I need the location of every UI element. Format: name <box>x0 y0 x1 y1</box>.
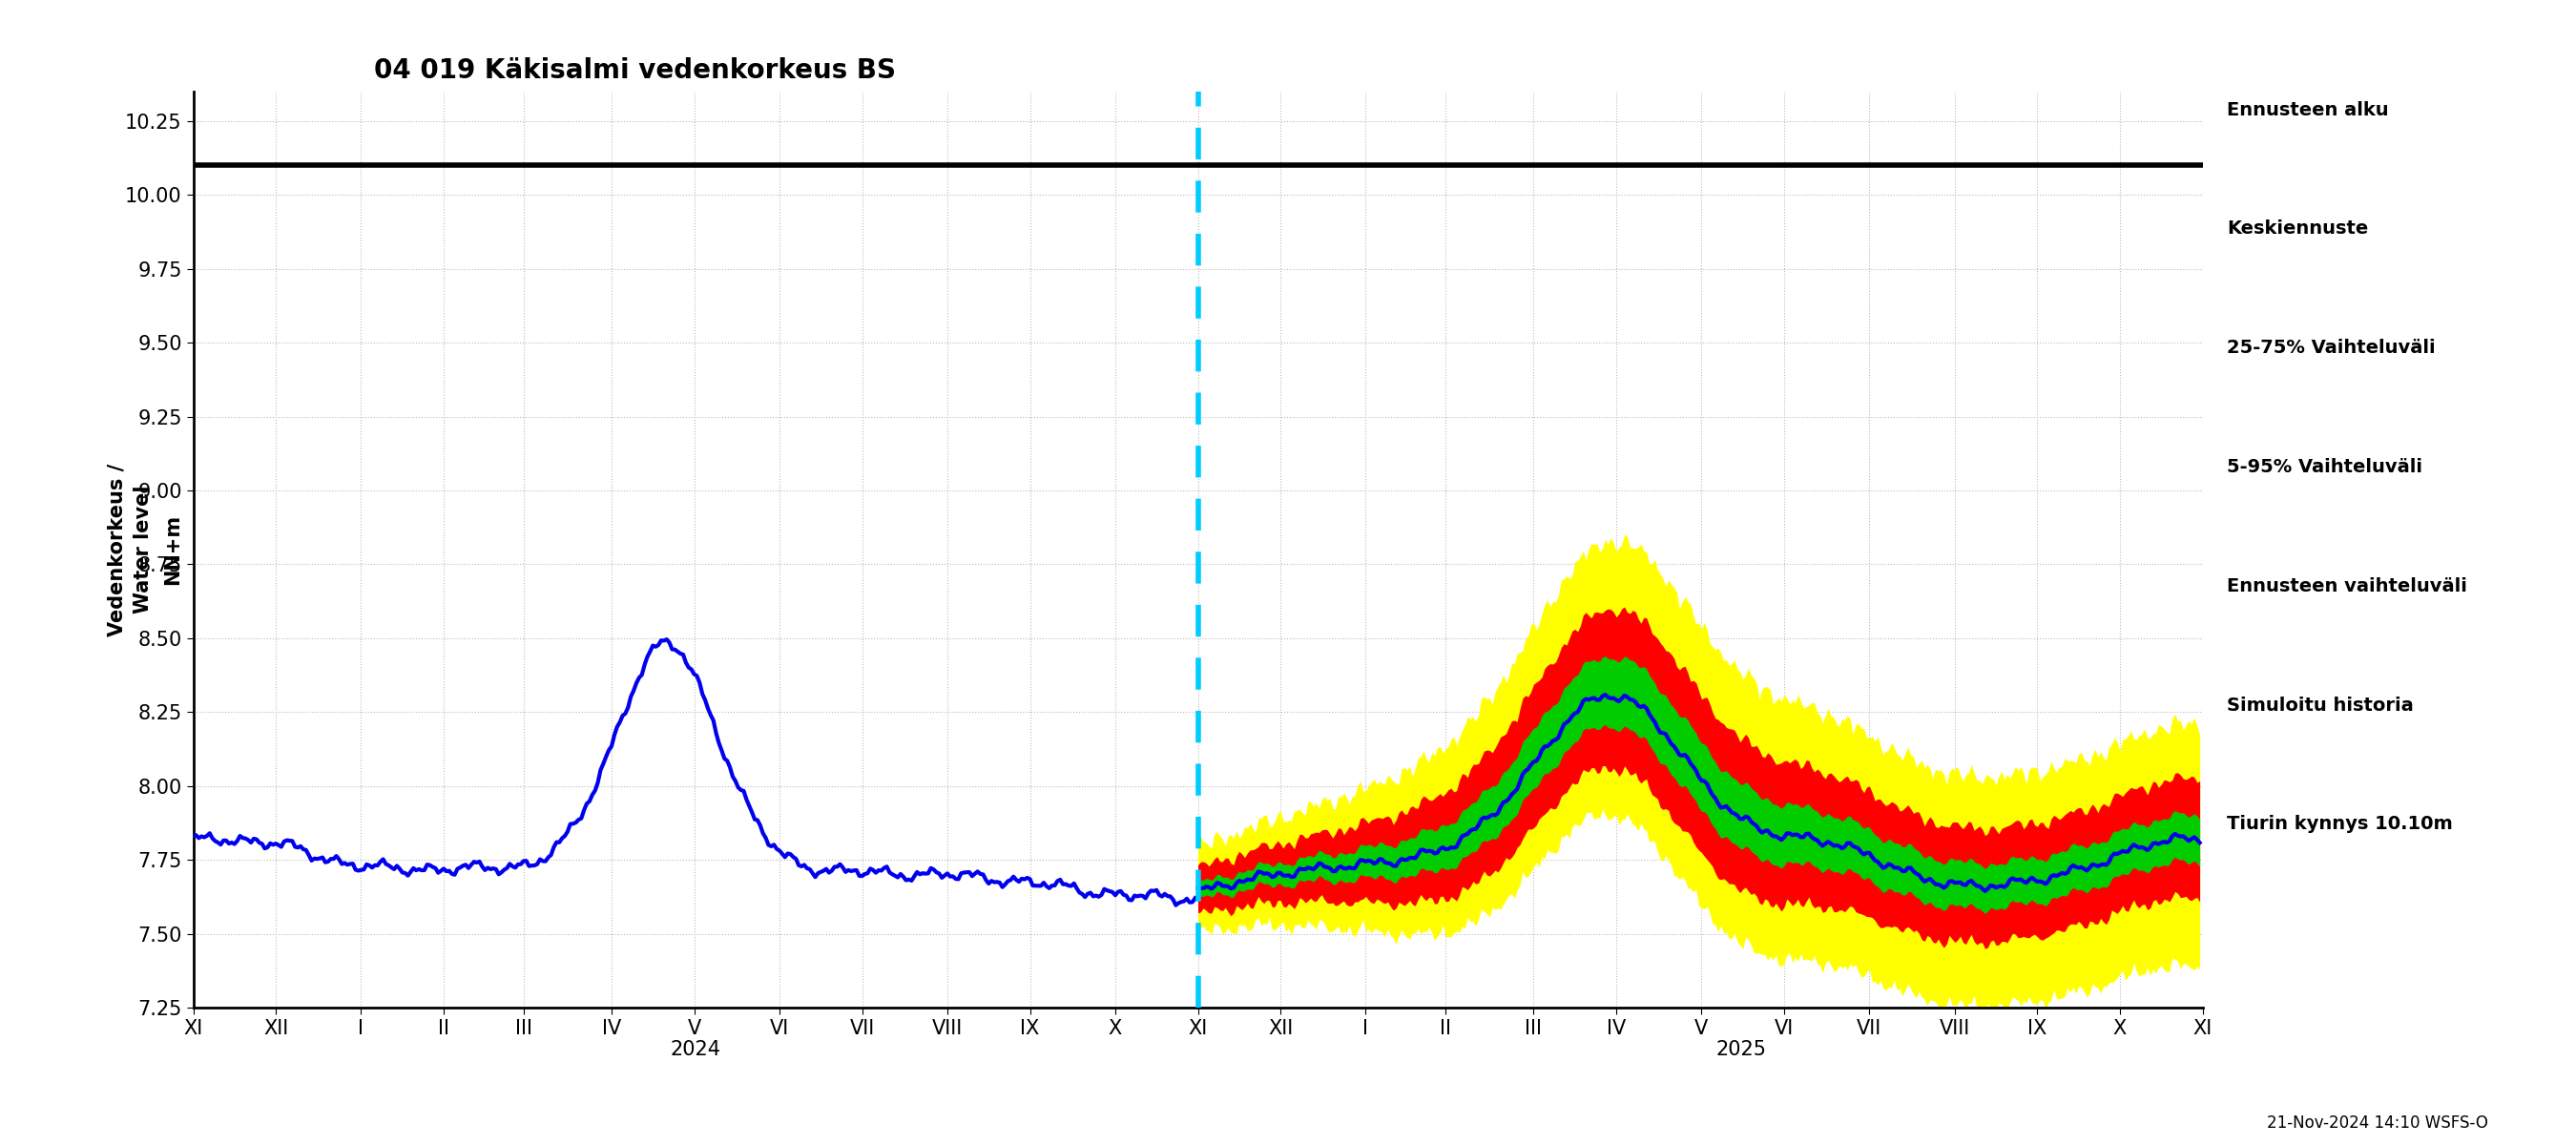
Text: 2024: 2024 <box>670 1040 721 1059</box>
Text: Tiurin kynnys 10.10m: Tiurin kynnys 10.10m <box>2226 815 2452 834</box>
Text: 04 019 Käkisalmi vedenkorkeus BS: 04 019 Käkisalmi vedenkorkeus BS <box>374 57 896 84</box>
Text: 2025: 2025 <box>1716 1040 1767 1059</box>
Text: Vedenkorkeus /: Vedenkorkeus / <box>108 463 126 637</box>
Text: Ennusteen alku: Ennusteen alku <box>2226 101 2388 119</box>
Text: 25-75% Vaihteluväli: 25-75% Vaihteluväli <box>2226 339 2434 357</box>
Text: Ennusteen vaihteluväli: Ennusteen vaihteluväli <box>2226 577 2468 595</box>
Text: 5-95% Vaihteluväli: 5-95% Vaihteluväli <box>2226 458 2421 476</box>
Text: NN+m: NN+m <box>162 514 183 585</box>
Text: Simuloitu historia: Simuloitu historia <box>2226 696 2414 714</box>
Text: 21-Nov-2024 14:10 WSFS-O: 21-Nov-2024 14:10 WSFS-O <box>2267 1114 2488 1131</box>
Text: Keskiennuste: Keskiennuste <box>2226 220 2367 238</box>
Text: Water level: Water level <box>134 485 152 614</box>
